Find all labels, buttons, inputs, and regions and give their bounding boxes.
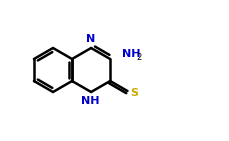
Text: NH: NH [81,96,99,106]
Text: NH: NH [122,49,141,59]
Text: N: N [87,34,96,44]
Text: S: S [131,88,139,98]
Text: 2: 2 [136,52,142,61]
